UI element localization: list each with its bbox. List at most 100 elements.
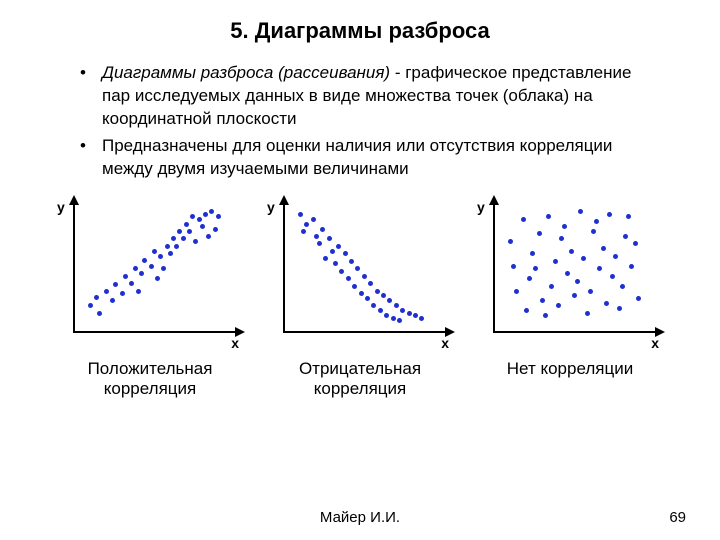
scatter-dot [524,308,529,313]
chart-caption: Положительная корреляция [50,359,250,400]
scatter-dot [209,209,214,214]
scatter-dot [394,303,399,308]
x-axis [283,331,449,333]
scatter-dot [213,227,218,232]
scatter-dot [527,276,532,281]
scatter-dot [381,293,386,298]
arrow-up-icon [69,195,79,205]
scatter-plot: y x [475,195,665,355]
scatter-dot [400,308,405,313]
x-label: x [651,335,659,351]
scatter-dot [419,316,424,321]
scatter-dot [320,227,325,232]
scatter-dot [349,259,354,264]
scatter-dot [339,269,344,274]
scatter-dot [200,224,205,229]
chart-negative: y x Отрицательная корреляция [260,195,460,400]
scatter-dot [301,229,306,234]
scatter-dot [617,306,622,311]
scatter-dot [530,251,535,256]
bullet-list: • Диаграммы разброса (рассеивания) - гра… [80,62,660,181]
scatter-dot [136,289,141,294]
scatter-dot [623,234,628,239]
page-title: 5. Диаграммы разброса [40,18,680,44]
scatter-dot [556,303,561,308]
scatter-dot [304,222,309,227]
scatter-dot [591,229,596,234]
bullet-text: Диаграммы разброса (рассеивания) - графи… [102,62,660,131]
scatter-dot [165,244,170,249]
scatter-dot [197,217,202,222]
y-label: y [267,199,275,215]
scatter-dot [123,274,128,279]
scatter-dot [113,282,118,287]
footer-page-number: 69 [669,509,686,526]
scatter-dot [407,311,412,316]
x-label: x [231,335,239,351]
y-label: y [477,199,485,215]
scatter-plot: y x [55,195,245,355]
x-axis [493,331,659,333]
scatter-dot [620,284,625,289]
scatter-dot [508,239,513,244]
scatter-dot [375,289,380,294]
scatter-dot [184,222,189,227]
scatter-dot [203,212,208,217]
scatter-dot [110,298,115,303]
scatter-dot [181,236,186,241]
bullet-marker: • [80,135,102,181]
scatter-dot [94,295,99,300]
scatter-dot [572,293,577,298]
scatter-dot [104,289,109,294]
scatter-dot [161,266,166,271]
scatter-dot [346,276,351,281]
scatter-dot [359,291,364,296]
scatter-dot [216,214,221,219]
scatter-dot [177,229,182,234]
scatter-dot [311,217,316,222]
scatter-dot [626,214,631,219]
scatter-dot [553,259,558,264]
scatter-dot [158,254,163,259]
scatter-dot [559,236,564,241]
scatter-dot [601,246,606,251]
scatter-dot [365,296,370,301]
chart-positive: y x Положительная корреляция [50,195,250,400]
scatter-dot [629,264,634,269]
x-label: x [441,335,449,351]
scatter-dot [543,313,548,318]
scatter-dot [352,284,357,289]
scatter-dot [387,298,392,303]
scatter-dot [298,212,303,217]
chart-caption: Нет корреляции [507,359,633,379]
scatter-dot [581,256,586,261]
scatter-dot [120,291,125,296]
scatter-dot [546,214,551,219]
bullet-rest: Предназначены для оценки наличия или отс… [102,136,612,178]
plot-area [495,207,655,331]
scatter-dot [578,209,583,214]
bullet-item: • Диаграммы разброса (рассеивания) - гра… [80,62,660,131]
arrow-up-icon [279,195,289,205]
scatter-dot [336,244,341,249]
scatter-dot [362,274,367,279]
scatter-dot [575,279,580,284]
scatter-dot [569,249,574,254]
scatter-dot [97,311,102,316]
footer-author: Майер И.И. [0,509,720,526]
scatter-dot [588,289,593,294]
scatter-dot [317,241,322,246]
scatter-dot [565,271,570,276]
scatter-dot [193,239,198,244]
scatter-dot [594,219,599,224]
scatter-dot [187,229,192,234]
scatter-dot [521,217,526,222]
scatter-dot [585,311,590,316]
scatter-dot [413,313,418,318]
scatter-dot [139,271,144,276]
scatter-dot [562,224,567,229]
scatter-dot [610,274,615,279]
scatter-dot [533,266,538,271]
scatter-dot [368,281,373,286]
scatter-dot [327,236,332,241]
